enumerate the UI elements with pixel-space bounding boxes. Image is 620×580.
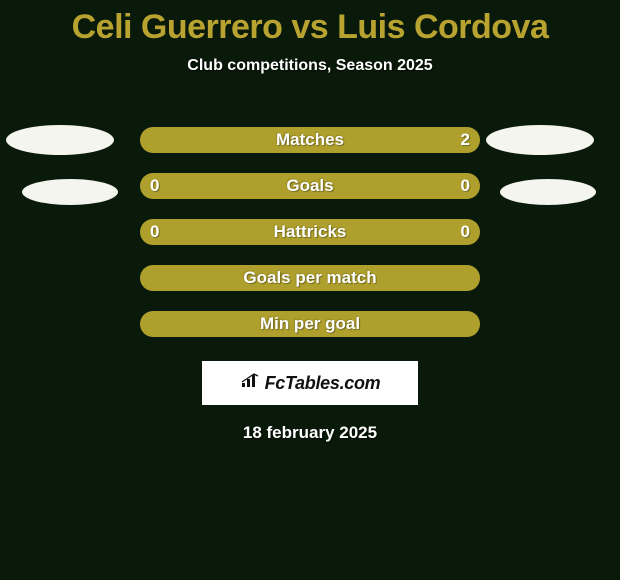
stat-row: Goals per match bbox=[140, 265, 480, 291]
side-ellipse-right bbox=[500, 179, 596, 205]
page-title: Celi Guerrero vs Luis Cordova bbox=[0, 0, 620, 47]
stat-row: Goals00 bbox=[140, 173, 480, 199]
logo: FcTables.com bbox=[240, 373, 381, 394]
stat-bar-full bbox=[140, 265, 480, 291]
page-subtitle: Club competitions, Season 2025 bbox=[0, 57, 620, 75]
stat-value-right: 0 bbox=[461, 176, 470, 196]
stat-bar-left bbox=[140, 219, 310, 245]
stat-bar-right bbox=[140, 127, 480, 153]
side-ellipse-right bbox=[486, 125, 594, 155]
stat-row: Min per goal bbox=[140, 311, 480, 337]
comparison-chart: Matches2Goals00Hattricks00Goals per matc… bbox=[0, 105, 620, 345]
chart-icon bbox=[240, 373, 260, 394]
stat-value-right: 2 bbox=[461, 130, 470, 150]
stat-value-left: 0 bbox=[150, 222, 159, 242]
logo-box: FcTables.com bbox=[202, 361, 418, 405]
stat-value-left: 0 bbox=[150, 176, 159, 196]
stat-bar-full bbox=[140, 311, 480, 337]
side-ellipse-left bbox=[22, 179, 118, 205]
stat-value-right: 0 bbox=[461, 222, 470, 242]
stat-row: Hattricks00 bbox=[140, 219, 480, 245]
stat-bar-right bbox=[310, 173, 480, 199]
date-label: 18 february 2025 bbox=[0, 423, 620, 443]
stat-bar-left bbox=[140, 173, 310, 199]
logo-text: FcTables.com bbox=[265, 373, 381, 394]
stat-row: Matches2 bbox=[140, 127, 480, 153]
stat-bar-right bbox=[310, 219, 480, 245]
side-ellipse-left bbox=[6, 125, 114, 155]
